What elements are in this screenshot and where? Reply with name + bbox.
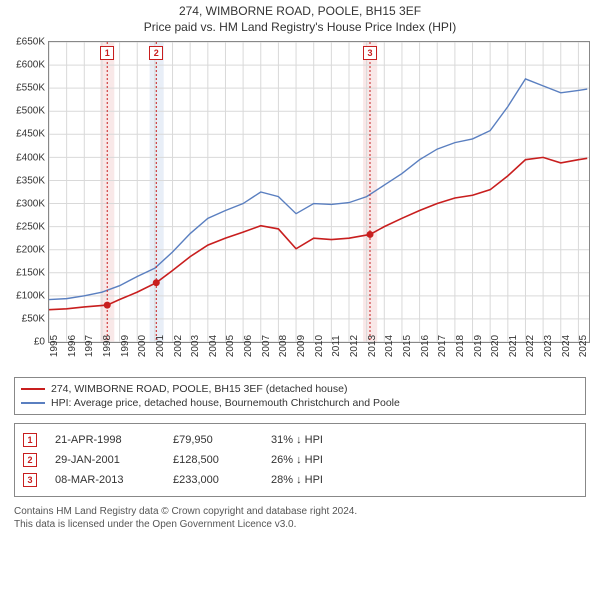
legend-row: HPI: Average price, detached house, Bour… bbox=[21, 396, 579, 410]
sale-row-date: 21-APR-1998 bbox=[55, 434, 155, 446]
plot-area: £0£50K£100K£150K£200K£250K£300K£350K£400… bbox=[48, 41, 590, 343]
chart-container: 274, WIMBORNE ROAD, POOLE, BH15 3EF Pric… bbox=[0, 0, 600, 590]
x-tick-label: 2014 bbox=[384, 335, 395, 357]
x-tick-label: 2009 bbox=[296, 335, 307, 357]
attribution: Contains HM Land Registry data © Crown c… bbox=[14, 505, 586, 531]
x-tick-label: 2004 bbox=[208, 335, 219, 357]
legend-row: 274, WIMBORNE ROAD, POOLE, BH15 3EF (det… bbox=[21, 382, 579, 396]
x-tick-label: 2024 bbox=[561, 335, 572, 357]
sale-row-delta: 26% ↓ HPI bbox=[271, 454, 577, 466]
sale-row-price: £128,500 bbox=[173, 454, 253, 466]
y-tick-label: £400K bbox=[16, 152, 45, 163]
x-tick-label: 2007 bbox=[261, 335, 272, 357]
x-tick-label: 2006 bbox=[243, 335, 254, 357]
title-line-1: 274, WIMBORNE ROAD, POOLE, BH15 3EF bbox=[0, 4, 600, 20]
sale-row-delta: 31% ↓ HPI bbox=[271, 434, 577, 446]
sale-row: 3 08-MAR-2013 £233,000 28% ↓ HPI bbox=[23, 470, 577, 490]
sale-marker-3: 3 bbox=[363, 46, 377, 60]
x-tick-label: 2008 bbox=[278, 335, 289, 357]
y-tick-label: £350K bbox=[16, 175, 45, 186]
y-tick-label: £100K bbox=[16, 291, 45, 302]
x-tick-label: 2025 bbox=[578, 335, 589, 357]
sales-table: 1 21-APR-1998 £79,950 31% ↓ HPI 2 29-JAN-2001… bbox=[14, 423, 586, 497]
x-tick-label: 2011 bbox=[331, 335, 342, 357]
y-tick-label: £600K bbox=[16, 60, 45, 71]
sale-row-price: £233,000 bbox=[173, 474, 253, 486]
series-line-hpi bbox=[49, 79, 587, 300]
x-tick-label: 1996 bbox=[67, 335, 78, 357]
x-tick-label: 2015 bbox=[402, 335, 413, 357]
title-block: 274, WIMBORNE ROAD, POOLE, BH15 3EF Pric… bbox=[0, 0, 600, 35]
x-tick-label: 2013 bbox=[367, 335, 378, 357]
x-tick-label: 2020 bbox=[490, 335, 501, 357]
x-tick-label: 1999 bbox=[120, 335, 131, 357]
sale-row-price: £79,950 bbox=[173, 434, 253, 446]
title-line-2: Price paid vs. HM Land Registry's House … bbox=[0, 20, 600, 36]
y-tick-label: £150K bbox=[16, 267, 45, 278]
x-tick-label: 2017 bbox=[437, 335, 448, 357]
legend: 274, WIMBORNE ROAD, POOLE, BH15 3EF (det… bbox=[14, 377, 586, 415]
y-tick-label: £650K bbox=[16, 37, 45, 48]
y-tick-label: £500K bbox=[16, 106, 45, 117]
sale-row-marker: 1 bbox=[23, 433, 37, 447]
x-tick-label: 2000 bbox=[137, 335, 148, 357]
x-tick-label: 2003 bbox=[190, 335, 201, 357]
x-tick-label: 2018 bbox=[455, 335, 466, 357]
sale-row-date: 29-JAN-2001 bbox=[55, 454, 155, 466]
y-tick-label: £300K bbox=[16, 198, 45, 209]
y-tick-label: £550K bbox=[16, 83, 45, 94]
legend-swatch bbox=[21, 402, 45, 404]
legend-label: HPI: Average price, detached house, Bour… bbox=[51, 397, 400, 409]
x-tick-label: 2005 bbox=[225, 335, 236, 357]
y-tick-label: £250K bbox=[16, 221, 45, 232]
sale-row-date: 08-MAR-2013 bbox=[55, 474, 155, 486]
y-tick-label: £50K bbox=[22, 314, 45, 325]
x-tick-label: 2001 bbox=[155, 335, 166, 357]
y-tick-label: £450K bbox=[16, 129, 45, 140]
chart-area: £0£50K£100K£150K£200K£250K£300K£350K£400… bbox=[8, 41, 588, 341]
x-tick-label: 2021 bbox=[508, 335, 519, 357]
x-tick-label: 2016 bbox=[420, 335, 431, 357]
sale-marker-1: 1 bbox=[100, 46, 114, 60]
y-tick-label: £200K bbox=[16, 244, 45, 255]
sale-row-marker: 2 bbox=[23, 453, 37, 467]
sale-row-marker: 3 bbox=[23, 473, 37, 487]
x-tick-label: 2010 bbox=[314, 335, 325, 357]
legend-swatch bbox=[21, 388, 45, 390]
x-tick-label: 2022 bbox=[525, 335, 536, 357]
attribution-line-2: This data is licensed under the Open Gov… bbox=[14, 518, 586, 531]
x-tick-label: 2023 bbox=[543, 335, 554, 357]
x-tick-label: 2002 bbox=[173, 335, 184, 357]
x-tick-label: 2019 bbox=[473, 335, 484, 357]
x-tick-label: 1998 bbox=[102, 335, 113, 357]
sale-row: 2 29-JAN-2001 £128,500 26% ↓ HPI bbox=[23, 450, 577, 470]
x-tick-label: 2012 bbox=[349, 335, 360, 357]
y-tick-label: £0 bbox=[34, 337, 45, 348]
attribution-line-1: Contains HM Land Registry data © Crown c… bbox=[14, 505, 586, 518]
x-tick-label: 1995 bbox=[49, 335, 60, 357]
sale-row: 1 21-APR-1998 £79,950 31% ↓ HPI bbox=[23, 430, 577, 450]
legend-label: 274, WIMBORNE ROAD, POOLE, BH15 3EF (det… bbox=[51, 383, 347, 395]
x-tick-label: 1997 bbox=[84, 335, 95, 357]
sale-marker-2: 2 bbox=[149, 46, 163, 60]
sale-row-delta: 28% ↓ HPI bbox=[271, 474, 577, 486]
